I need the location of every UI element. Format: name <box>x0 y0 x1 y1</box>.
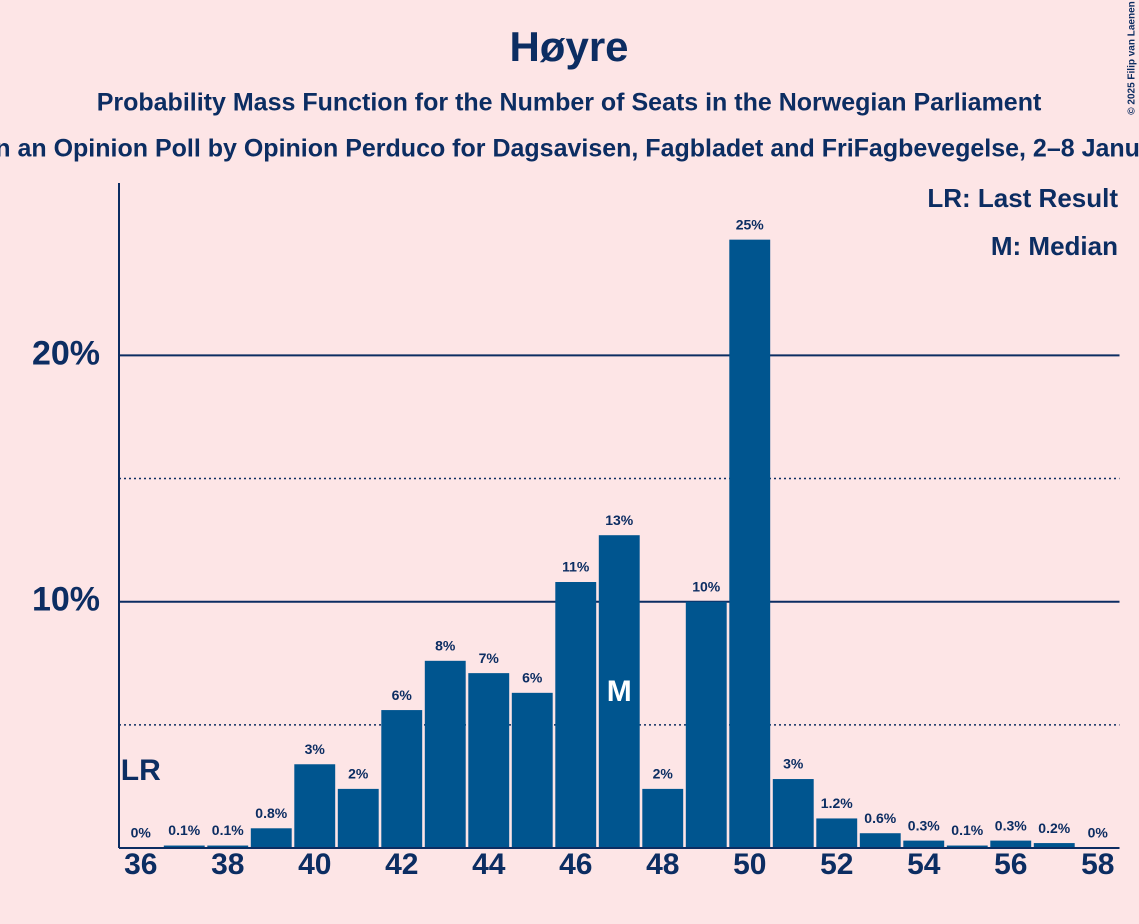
bar <box>946 845 988 848</box>
annotation: M <box>607 675 632 708</box>
annotation: LR <box>121 754 161 787</box>
bar <box>294 764 336 848</box>
x-tick-label: 38 <box>211 848 244 881</box>
bar <box>424 660 466 848</box>
value-label: 0.1% <box>168 822 200 838</box>
value-label: 0.6% <box>864 810 896 826</box>
bar <box>337 788 379 848</box>
bar <box>990 840 1032 848</box>
value-label: 2% <box>348 766 369 782</box>
x-tick-label: 44 <box>472 848 506 881</box>
value-label: 0.1% <box>951 822 983 838</box>
x-tick-label: 54 <box>907 848 941 881</box>
bar <box>555 582 597 848</box>
bar <box>598 535 640 848</box>
value-label: 0.3% <box>908 817 940 833</box>
bar <box>511 692 553 848</box>
x-tick-label: 58 <box>1081 848 1114 881</box>
chart-subtitle: Probability Mass Function for the Number… <box>97 89 1042 117</box>
bar <box>859 833 901 848</box>
bar <box>903 840 945 848</box>
x-tick-label: 46 <box>559 848 592 881</box>
chart-description: Based on an Opinion Poll by Opinion Perd… <box>0 135 1139 163</box>
x-tick-label: 52 <box>820 848 853 881</box>
chart-title: Høyre <box>509 23 628 70</box>
value-label: 0% <box>131 825 152 841</box>
value-label: 6% <box>392 687 413 703</box>
bar <box>642 788 684 848</box>
bar <box>816 818 858 848</box>
y-tick-label: 10% <box>32 581 100 619</box>
bar <box>468 673 510 848</box>
bar <box>381 710 423 848</box>
legend-entry: LR: Last Result <box>927 183 1118 213</box>
credit: © 2025 Filip van Laenen <box>1127 1 1138 115</box>
value-label: 7% <box>479 650 500 666</box>
value-label: 2% <box>653 766 674 782</box>
value-label: 25% <box>736 216 765 232</box>
value-label: 1.2% <box>821 795 853 811</box>
x-tick-label: 50 <box>733 848 766 881</box>
value-label: 10% <box>692 578 721 594</box>
value-label: 11% <box>562 559 590 575</box>
x-tick-label: 40 <box>298 848 331 881</box>
x-tick-label: 42 <box>385 848 418 881</box>
bar <box>729 239 771 849</box>
value-label: 6% <box>522 670 543 686</box>
value-label: 0% <box>1088 825 1109 841</box>
bar <box>207 845 249 848</box>
x-tick-label: 56 <box>994 848 1027 881</box>
value-label: 8% <box>435 638 456 654</box>
value-label: 0.1% <box>212 822 244 838</box>
bar <box>163 845 205 848</box>
value-label: 3% <box>305 741 326 757</box>
bar <box>1033 843 1075 848</box>
value-label: 0.8% <box>255 805 287 821</box>
value-label: 0.2% <box>1038 820 1070 836</box>
legend-entry: M: Median <box>991 231 1118 261</box>
value-label: 0.3% <box>995 817 1027 833</box>
x-tick-label: 48 <box>646 848 679 881</box>
bar <box>772 779 814 848</box>
x-tick-label: 36 <box>124 848 157 881</box>
value-label: 13% <box>605 512 634 528</box>
bar <box>250 828 292 848</box>
value-label: 3% <box>783 756 804 772</box>
y-tick-label: 20% <box>32 334 100 372</box>
bar <box>685 601 727 848</box>
